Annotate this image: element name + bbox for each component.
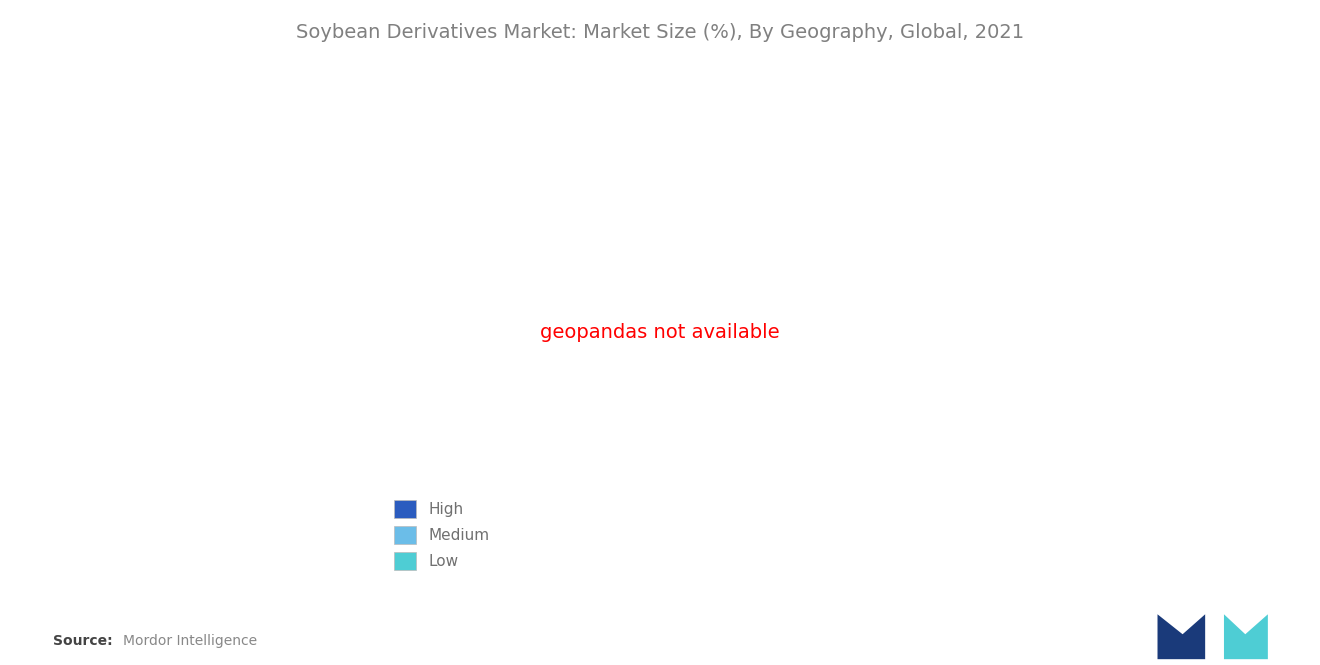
Legend: High, Medium, Low: High, Medium, Low (388, 494, 495, 577)
Polygon shape (1158, 614, 1205, 659)
Polygon shape (1224, 614, 1267, 659)
Text: Mordor Intelligence: Mordor Intelligence (123, 634, 257, 648)
Text: Soybean Derivatives Market: Market Size (%), By Geography, Global, 2021: Soybean Derivatives Market: Market Size … (296, 23, 1024, 43)
Text: Source:: Source: (53, 634, 112, 648)
Text: geopandas not available: geopandas not available (540, 323, 780, 342)
